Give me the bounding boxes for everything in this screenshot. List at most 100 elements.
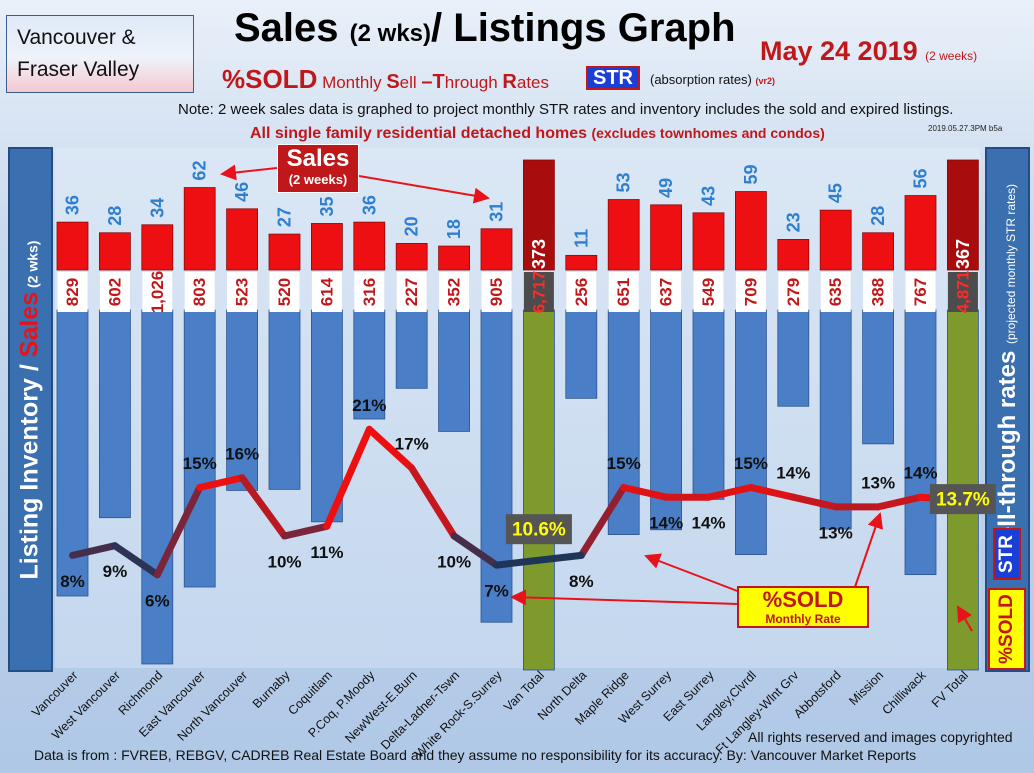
- region-line-1: Vancouver &: [17, 26, 136, 49]
- sales-bar-north-vancouver: [226, 208, 259, 271]
- sales-label-p-coq-p-moody: 36: [359, 195, 379, 215]
- inventory-label-west-vancouver: 602: [105, 278, 124, 306]
- sold-label-chilliwack: 14%: [903, 464, 937, 483]
- chart-title: Sales (2 wks)/ Listings Graph: [234, 6, 736, 51]
- sold-label-newwest-e-burn: 17%: [395, 435, 429, 454]
- sold-line-segment-p-coq-p-moody: [365, 425, 416, 472]
- inventory-label-bg-west-vancouver: [99, 272, 130, 312]
- sold-label-vancouver: 8%: [60, 572, 85, 591]
- inventory-label-van-total: 6,717: [529, 271, 548, 314]
- sold-line-segment-mission: [874, 493, 924, 511]
- title-rest: / Listings Graph: [431, 6, 736, 50]
- source-note: Data is from : FVREB, REBGV, CADREB Real…: [34, 747, 917, 763]
- sales-label-white-rock-s-surrey: 31: [487, 202, 507, 222]
- sold-label-west-surrey: 14%: [649, 514, 683, 533]
- sub-r: R: [502, 71, 517, 93]
- inventory-label-bg-vancouver: [57, 272, 88, 312]
- sold-label-richmond: 6%: [145, 591, 170, 610]
- excl-paren: (excludes townhomes and condos): [591, 125, 825, 141]
- exclusion-note: All single family residential detached h…: [250, 125, 825, 143]
- inventory-label-bg-coquitlam: [311, 272, 342, 312]
- inventory-label-bg-burnaby: [269, 272, 300, 312]
- sales-arrow-left: [220, 164, 278, 181]
- sales-label-chilliwack: 56: [911, 169, 931, 189]
- inventory-label-delta-ladner-tswn: 352: [445, 278, 464, 306]
- sold-label-east-surrey: 14%: [691, 514, 725, 533]
- sub-hrough: hrough: [444, 73, 503, 92]
- inventory-label-newwest-e-burn: 227: [402, 278, 421, 306]
- sales-label-richmond: 34: [147, 198, 167, 218]
- sold-line-segment-east-surrey: [705, 484, 755, 501]
- inventory-bar-abbotsford: [819, 309, 852, 530]
- sold-line-segment-maple-ridge: [620, 484, 670, 501]
- right-str-badge: STR: [993, 528, 1021, 580]
- inventory-label-east-vancouver: 803: [190, 278, 209, 306]
- inventory-label-bg-fv-total: [947, 272, 978, 312]
- sales-callout-sub: (2 weeks): [288, 172, 348, 187]
- inventory-bar-coquitlam: [310, 309, 343, 523]
- sales-label-mission: 28: [868, 206, 888, 226]
- inventory-label-bg-ft-langley-wlnt-grv: [778, 272, 809, 312]
- sub-ates: ates: [516, 73, 550, 92]
- inventory-label-bg-p-coq-p-moody: [354, 272, 385, 312]
- sales-label-maple-ridge: 53: [614, 172, 634, 192]
- sold-label-north-vancouver: 16%: [225, 444, 259, 463]
- inventory-label-bg-langley-clvrdl: [735, 272, 766, 312]
- inventory-label-vancouver: 829: [63, 278, 82, 306]
- inventory-bar-richmond: [141, 309, 174, 665]
- inventory-bar-burnaby: [268, 309, 301, 490]
- inventory-label-p-coq-p-moody: 316: [360, 278, 379, 306]
- right-sold-badge: %SOLD: [988, 588, 1026, 670]
- sales-label-langley-clvrdl: 59: [741, 165, 761, 185]
- inventory-bar-delta-ladner-tswn: [438, 309, 471, 432]
- sold-line-segment-bridge: [493, 551, 585, 569]
- date-text: May 24 2019: [760, 36, 918, 66]
- inventory-label-richmond: 1,026: [148, 271, 167, 314]
- report-date: May 24 2019 (2 weeks): [760, 36, 977, 67]
- sold-label-delta-ladner-tswn: 10%: [437, 553, 471, 572]
- sales-label-van-total: 373: [529, 239, 549, 269]
- category-label-burnaby: Burnaby: [250, 668, 293, 711]
- sales-bar-abbotsford: [819, 209, 852, 271]
- inventory-label-bg-west-surrey: [651, 272, 682, 312]
- sales-label-newwest-e-burn: 20: [402, 216, 422, 236]
- inventory-bar-van-total: [523, 309, 555, 671]
- sold-label-fv-total: 13.7%: [936, 490, 990, 511]
- sold-label-east-vancouver: 15%: [183, 454, 217, 473]
- str-badge: STR: [586, 66, 640, 90]
- inventory-label-abbotsford: 635: [826, 278, 845, 306]
- sales-bar-van-total: [523, 159, 555, 271]
- inventory-label-bg-mission: [863, 272, 894, 312]
- sub-sold: %SOLD: [222, 64, 318, 94]
- sold-label-west-vancouver: 9%: [103, 562, 128, 581]
- subtitle: %SOLD Monthly Sell –Through Rates: [222, 64, 549, 95]
- sales-bar-coquitlam: [310, 223, 343, 271]
- right-axis-panel: [985, 147, 1030, 672]
- sold-label-maple-ridge: 15%: [607, 454, 641, 473]
- copyright-note: All rights reserved and images copyright…: [748, 729, 1013, 745]
- sales-bar-delta-ladner-tswn: [438, 245, 471, 271]
- sales-callout-title: Sales: [286, 145, 350, 172]
- inventory-label-bg-delta-ladner-tswn: [439, 272, 470, 312]
- sold-arrow-right: [854, 512, 884, 588]
- sub-ell: ell: [399, 73, 422, 92]
- inventory-label-bg-newwest-e-burn: [396, 272, 427, 312]
- sold-line-segment-north-delta: [577, 484, 628, 559]
- data-note: Note: 2 week sales data is graphed to pr…: [178, 101, 954, 118]
- absorb-text: (absorption rates): [650, 72, 752, 87]
- sales-label-east-vancouver: 62: [190, 161, 210, 181]
- inventory-bar-ft-langley-wlnt-grv: [777, 309, 810, 407]
- sales-bar-fv-total: [947, 159, 979, 271]
- sold-line-segment-vancouver: [69, 542, 119, 559]
- sub-dash-t: –T: [421, 71, 445, 93]
- inventory-label-coquitlam: 614: [317, 277, 336, 306]
- sold-label-abbotsford: 13%: [819, 523, 853, 542]
- inventory-label-bg-east-surrey: [693, 272, 724, 312]
- inventory-bar-north-delta: [565, 309, 598, 399]
- timestamp: 2019.05.27.3PM b5a: [928, 124, 1003, 133]
- sales-bar-chilliwack: [904, 195, 937, 271]
- sales-bar-maple-ridge: [607, 199, 640, 271]
- absorption-note: (absorption rates) (vr2): [650, 72, 775, 87]
- category-label-fv-total: FV Total: [929, 668, 971, 710]
